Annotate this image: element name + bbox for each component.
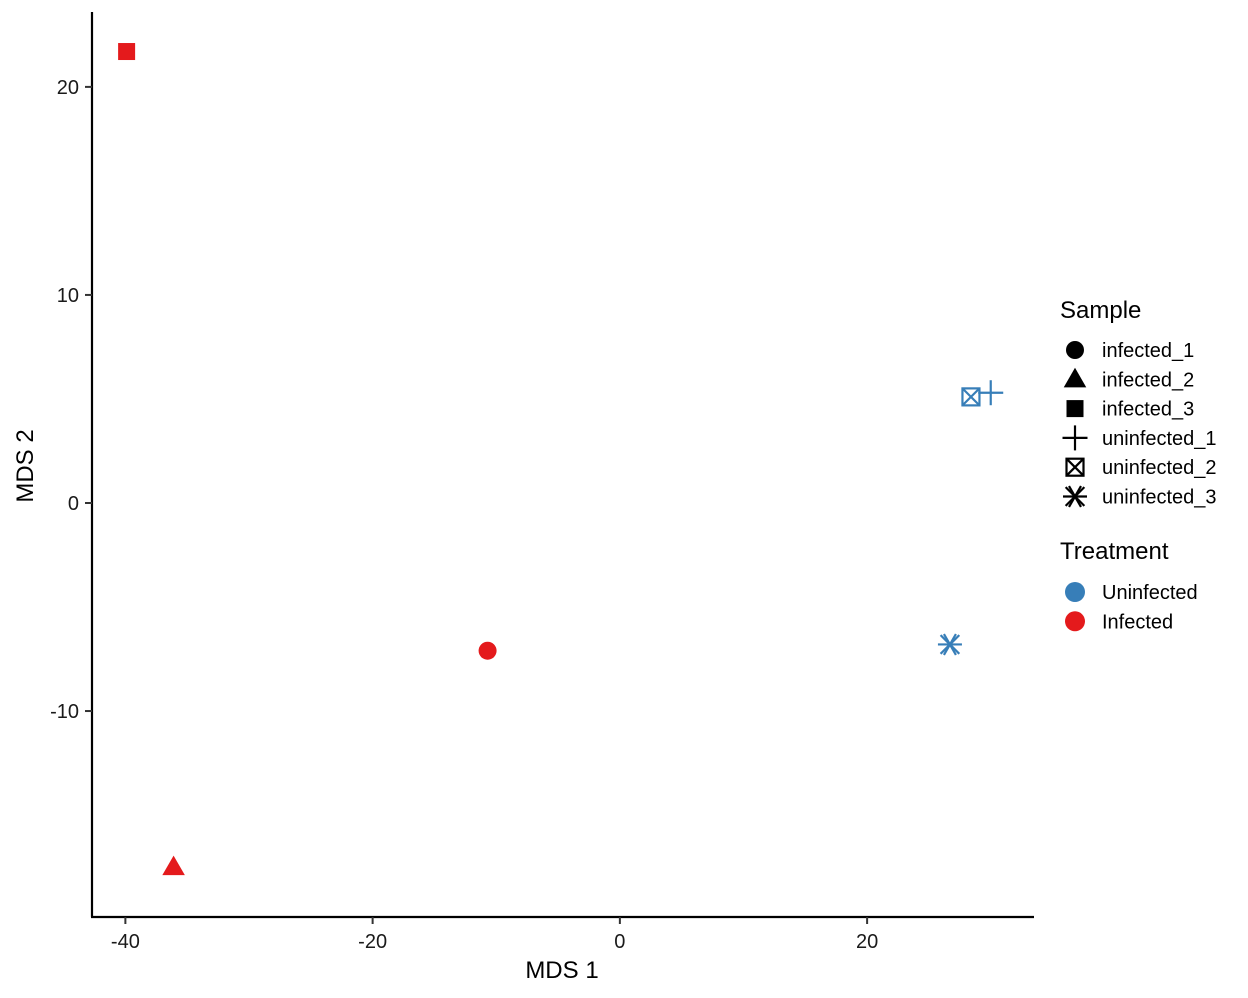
legend-key-circle-icon	[1065, 611, 1085, 632]
legend-sample-label: infected_3	[1102, 399, 1194, 421]
y-tick-label: -10	[50, 701, 79, 723]
legend-sample-item: infected_3	[1066, 399, 1194, 421]
y-ticks: -10 0 10 20	[50, 77, 92, 723]
legend-sample-label: infected_1	[1102, 340, 1194, 362]
legend-sample-label: uninfected_1	[1102, 428, 1217, 450]
x-axis-title: MDS 1	[525, 957, 598, 984]
axes: -40 -20 0 20 -10 0 10 20 MDS 1 MDS 2	[12, 12, 1034, 984]
legend-sample-label: uninfected_2	[1102, 457, 1217, 479]
legend-treatment-label: Infected	[1102, 611, 1173, 633]
data-point-infected-2	[162, 855, 185, 876]
legend-key-square-cross-icon	[1065, 457, 1085, 477]
legend-key-triangle-icon	[1063, 367, 1087, 388]
data-point-infected-1	[478, 641, 497, 660]
legend-sample: Sample infected_1 infected_2 infected_3uni…	[1060, 297, 1217, 509]
legend-key-circle-icon	[1066, 341, 1084, 359]
legend-sample-item: uninfected_3	[1063, 485, 1217, 509]
plot-area	[118, 43, 1004, 876]
y-tick-label: 0	[68, 493, 79, 515]
legend-treatment-item: Infected	[1065, 611, 1173, 633]
legend-treatment: Treatment Uninfected Infected	[1060, 538, 1198, 633]
legend-key-circle-icon	[1065, 582, 1085, 602]
x-tick-label: -20	[358, 931, 387, 953]
data-point-infected-3	[118, 43, 136, 61]
legend-treatment-item: Uninfected	[1065, 582, 1198, 604]
legend-treatment-label: Uninfected	[1102, 582, 1198, 604]
x-tick-label: 20	[856, 931, 878, 953]
x-ticks: -40 -20 0 20	[111, 917, 878, 953]
legend-sample-item: uninfected_2	[1065, 457, 1217, 479]
legend-sample-item: infected_1	[1066, 340, 1194, 362]
y-axis-title: MDS 2	[12, 429, 39, 502]
legend-sample-label: uninfected_3	[1102, 487, 1217, 509]
y-tick-label: 20	[57, 77, 79, 99]
legend-key-asterisk-icon	[1063, 485, 1087, 508]
data-point-uninfected-1	[978, 380, 1004, 406]
data-point-uninfected-2	[961, 387, 981, 407]
y-tick-label: 10	[57, 285, 79, 307]
legend-sample-item: uninfected_1	[1062, 425, 1217, 451]
x-tick-label: 0	[614, 931, 625, 953]
legend-key-square-icon	[1066, 400, 1084, 418]
legend-sample-title: Sample	[1060, 297, 1141, 324]
data-point-uninfected-3	[937, 633, 962, 656]
legend-treatment-title: Treatment	[1060, 538, 1169, 565]
legend-sample-item: infected_2	[1063, 367, 1194, 391]
x-tick-label: -40	[111, 931, 140, 953]
legend-sample-label: infected_2	[1102, 369, 1194, 391]
legend-key-plus-icon	[1062, 425, 1088, 451]
